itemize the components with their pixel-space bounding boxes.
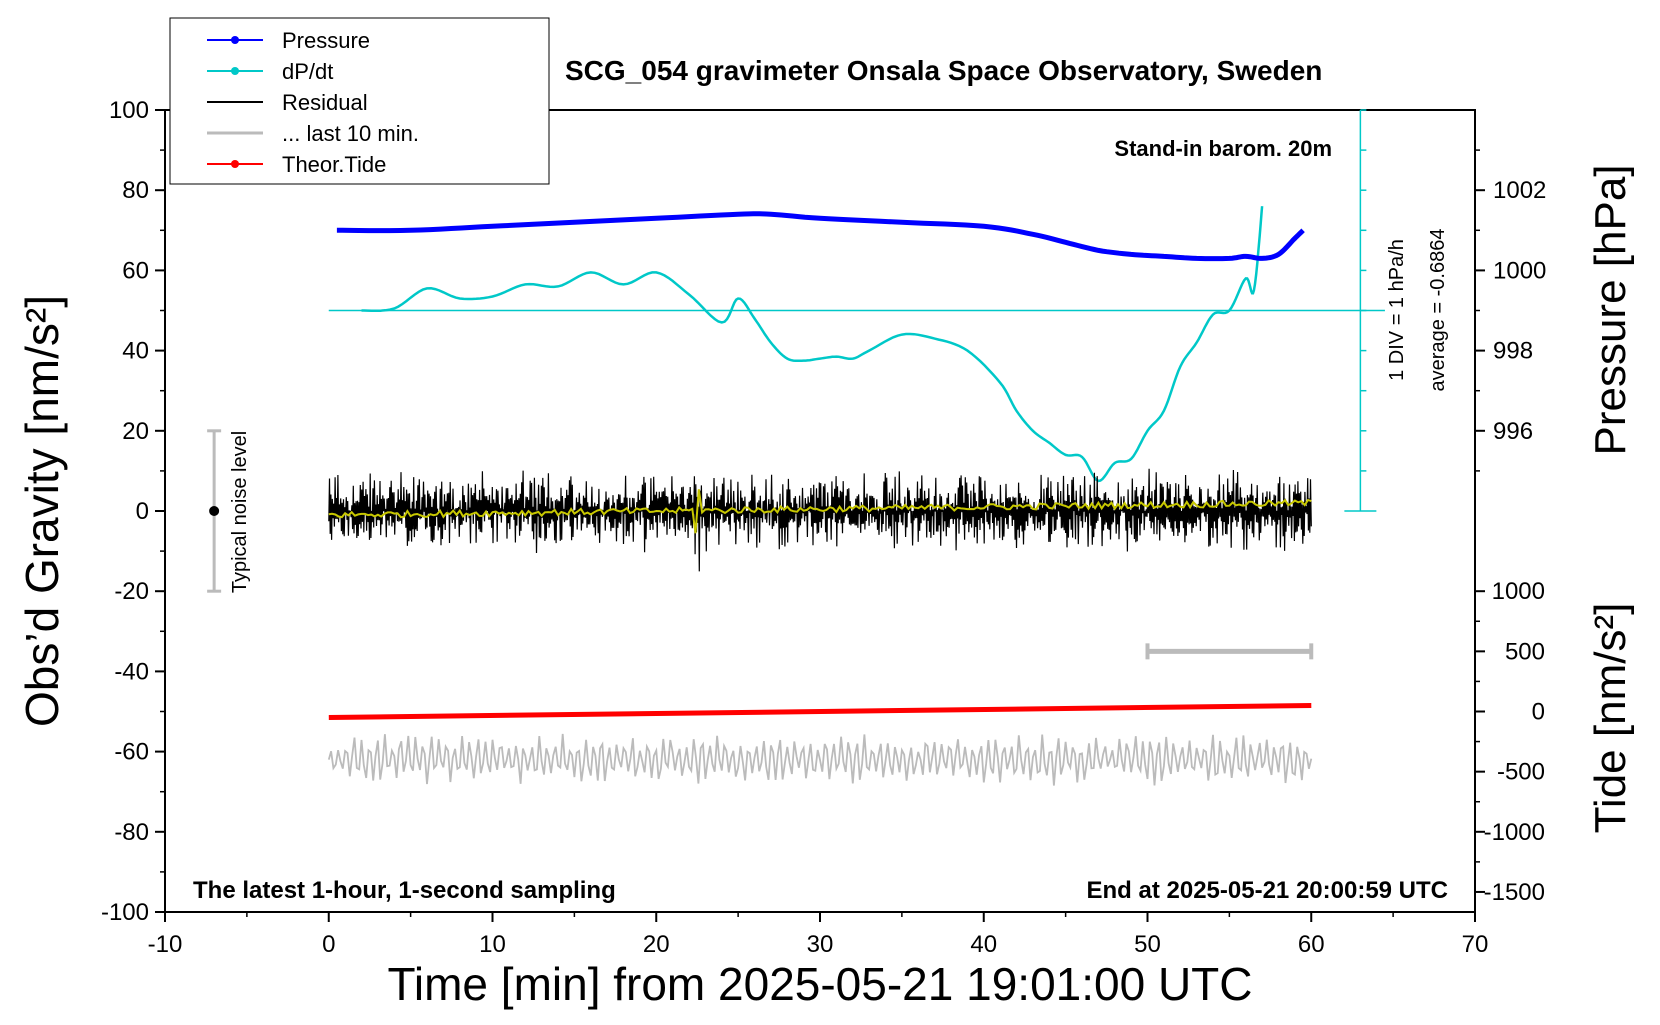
y-tick-label: 100 [109, 97, 149, 124]
dpdt-series-line [361, 206, 1264, 483]
pressure-tick-label: 1000 [1493, 257, 1546, 284]
tide-tick-label: 0 [1532, 699, 1545, 726]
standin-baro-note: Stand-in barom. 20m [1114, 136, 1332, 161]
y-tick-label: -40 [114, 658, 149, 685]
tide-tick-label: 1000 [1492, 578, 1545, 605]
x-axis-ticks: -10 0 10 20 30 40 50 60 70 [148, 912, 1489, 958]
tide-axis-ticks: 1000 500 0 -500 -1000 -1500 [1475, 578, 1545, 906]
legend-label: Pressure [282, 28, 370, 53]
y-tick-label: 40 [122, 338, 149, 365]
tide-tick-label: -500 [1497, 759, 1545, 786]
y-tick-label: 0 [136, 498, 149, 525]
y-tick-label: 80 [122, 177, 149, 204]
y-tick-label: -100 [101, 899, 149, 926]
last-10-min-series-line [327, 733, 1313, 786]
x-tick-label: 50 [1134, 931, 1161, 958]
legend-label: dP/dt [282, 59, 333, 84]
y-axis-title: Obs’d Gravity [nm/s²] [16, 295, 68, 727]
end-time-note: End at 2025-05-21 20:00:59 UTC [1087, 877, 1449, 904]
y-axis-ticks: 100 80 60 40 20 0 -20 -40 -60 -80 -100 [101, 97, 165, 926]
x-tick-label: -10 [148, 931, 183, 958]
tide-axis-title: Tide [nm/s²] [1586, 603, 1635, 834]
legend-marker [231, 67, 239, 75]
legend-label: ... last 10 min. [282, 121, 419, 146]
residual-smoothed-line [328, 489, 1312, 534]
residual-series-line [328, 468, 1312, 572]
legend-label: Theor.Tide [282, 152, 386, 177]
tide-tick-label: -1000 [1484, 819, 1545, 846]
chart-title: SCG_054 gravimeter Onsala Space Observat… [565, 55, 1322, 86]
pressure-tick-label: 1002 [1493, 177, 1546, 204]
noise-level-label: Typical noise level [229, 431, 251, 593]
noise-bar-dot [209, 506, 220, 516]
last-10-min-bar [1145, 643, 1314, 660]
pressure-axis-ticks: 1002 1000 998 996 [1475, 149, 1546, 472]
x-tick-label: 30 [807, 931, 834, 958]
y-tick-label: -60 [114, 739, 149, 766]
legend-marker [231, 36, 239, 44]
pressure-tick-label: 996 [1493, 418, 1533, 445]
legend: Pressure dP/dt Residual ... last 10 min. The… [169, 17, 550, 185]
y-tick-label: 60 [122, 257, 149, 284]
x-tick-label: 70 [1462, 931, 1489, 958]
tide-series-line [328, 703, 1312, 720]
x-tick-label: 60 [1298, 931, 1325, 958]
x-tick-label: 10 [479, 931, 506, 958]
y-tick-label: -80 [114, 819, 149, 846]
x-tick-label: 20 [643, 931, 670, 958]
y-tick-label: 20 [122, 418, 149, 445]
dpdt-average-label: average = -0.6864 [1427, 229, 1449, 392]
dpdt-scale-label: 1 DIV = 1 hPa/h [1386, 239, 1408, 381]
tide-tick-label: 500 [1505, 638, 1545, 665]
legend-marker [231, 160, 239, 168]
x-axis-title: Time [min] from 2025-05-21 19:01:00 UTC [388, 958, 1253, 1010]
sampling-note: The latest 1-hour, 1-second sampling [193, 877, 616, 904]
y-tick-label: -20 [114, 578, 149, 605]
pressure-series-line [336, 211, 1305, 262]
pressure-axis-title: Pressure [hPa] [1586, 164, 1635, 455]
x-tick-label: 0 [322, 931, 335, 958]
legend-label: Residual [282, 90, 368, 115]
x-tick-label: 40 [970, 931, 997, 958]
noise-level-bar [207, 429, 222, 593]
pressure-tick-label: 998 [1493, 338, 1533, 365]
tide-tick-label: -1500 [1484, 879, 1545, 906]
